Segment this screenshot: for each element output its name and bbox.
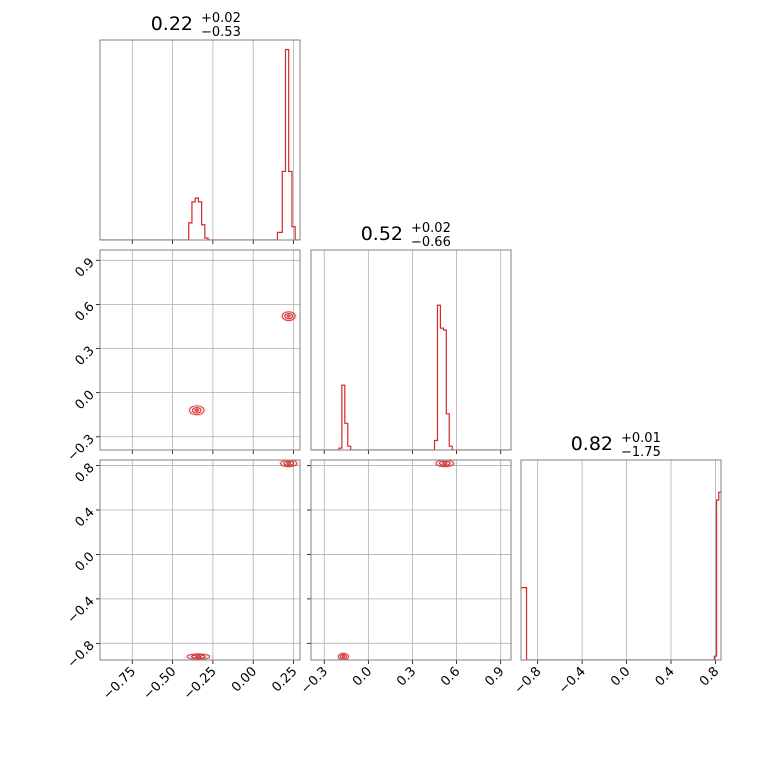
density-contour-outer (281, 311, 296, 322)
title-param-1: 0.52 +0.02 −0.66 (361, 221, 451, 250)
panel-2-0 (96, 459, 301, 664)
histogram-p2 (521, 491, 721, 660)
density-contour-mid (339, 654, 347, 660)
panel-frame (310, 249, 512, 451)
histogram-p0 (100, 48, 300, 240)
title-lower-0: −0.53 (201, 25, 241, 40)
panel-frame (99, 39, 301, 241)
density-contour-mid (191, 654, 206, 659)
title-lower-2: −1.75 (621, 445, 661, 460)
density-contour-outer (188, 405, 205, 416)
density-core (341, 655, 346, 658)
density-cluster-0 (280, 310, 298, 323)
density-cluster-0 (432, 460, 457, 468)
title-param-0: 0.22 +0.02 −0.53 (151, 11, 241, 40)
density-contour-outer (337, 652, 350, 660)
title-upper-1: +0.02 (411, 221, 451, 236)
title-lower-1: −0.66 (411, 235, 451, 250)
panel-1-1 (310, 249, 512, 454)
density-core (195, 655, 202, 658)
density-cluster-1 (186, 404, 207, 417)
title-upper-0: +0.02 (201, 11, 241, 26)
panel-2-2 (520, 459, 722, 664)
density-contour-outer (186, 653, 211, 660)
density-core (194, 408, 199, 412)
panel-frame (310, 459, 512, 661)
density-core (286, 462, 292, 465)
title-median-1: 0.52 (361, 223, 403, 245)
panel-0-0 (99, 39, 301, 244)
density-cluster-1 (183, 652, 214, 660)
density-contour-mid (191, 407, 202, 414)
density-core (286, 314, 291, 318)
density-contour-outer (280, 460, 298, 468)
density-contour-mid (284, 312, 294, 320)
title-median-0: 0.22 (151, 13, 193, 35)
title-median-2: 0.82 (571, 433, 613, 455)
panel-frame (520, 459, 722, 661)
title-upper-2: +0.01 (621, 431, 661, 446)
density-contour-mid (283, 460, 295, 466)
panel-1-0 (96, 249, 301, 454)
density-core (442, 462, 448, 465)
density-cluster-0 (277, 460, 300, 468)
density-cluster-1 (336, 652, 351, 660)
histogram-p1 (311, 304, 511, 450)
panel-frame (99, 249, 301, 451)
panel-frame (99, 459, 301, 661)
panel-2-1 (307, 459, 512, 664)
title-param-2: 0.82 +0.01 −1.75 (571, 431, 661, 460)
density-contour-mid (438, 460, 451, 466)
density-contour-outer (435, 460, 455, 468)
